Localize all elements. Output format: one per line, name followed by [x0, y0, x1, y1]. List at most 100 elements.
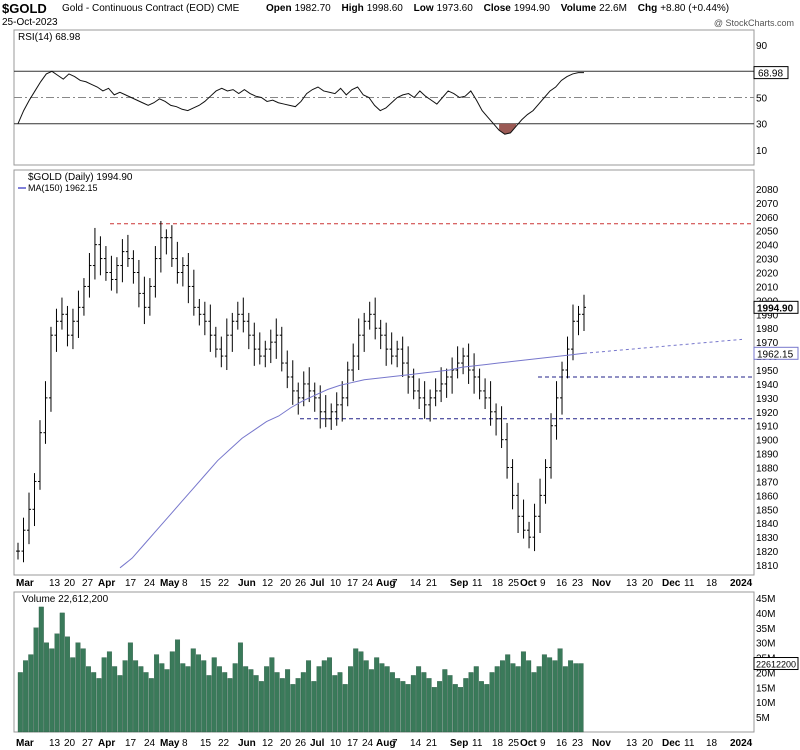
x-axis-label-price: 22 — [218, 578, 230, 589]
open-value: 1982.70 — [294, 3, 331, 14]
x-axis-label-price: Sep — [450, 578, 468, 589]
chg-label: Chg — [637, 3, 658, 14]
x-axis-label-volume: Dec — [662, 738, 681, 749]
volume-bar — [568, 660, 574, 733]
x-axis-label-volume: 23 — [572, 738, 584, 749]
volume-bar — [578, 663, 584, 733]
volume-bar — [206, 675, 212, 733]
volume-bar — [222, 672, 228, 733]
x-axis-label-volume: 20 — [642, 738, 654, 749]
volume-bar — [541, 654, 547, 733]
x-axis-label-volume: 20 — [64, 738, 76, 749]
volume-bar — [169, 651, 175, 733]
price-tick-label: 2010 — [756, 282, 779, 293]
volume-bar — [515, 666, 521, 733]
exchange-label: CME — [217, 3, 240, 14]
volume-bar — [311, 681, 317, 733]
x-axis-label-price: 23 — [572, 578, 584, 589]
x-axis-label-price: 21 — [426, 578, 438, 589]
price-tick-label: 2040 — [756, 241, 779, 252]
x-axis-label-volume: Jul — [310, 738, 325, 749]
x-axis-label-volume: 13 — [49, 738, 61, 749]
volume-tick-label: 20M — [756, 668, 775, 679]
volume-bar — [127, 642, 133, 733]
volume-bar — [437, 681, 443, 733]
close-value: 1994.90 — [513, 3, 550, 14]
price-panel: $GOLD (Daily) 1994.90 MA(150) 1962.15 18… — [13, 169, 799, 576]
x-axis-label-price: 13 — [626, 578, 638, 589]
price-tick-label: 1900 — [756, 436, 779, 447]
price-tick-label: 1830 — [756, 533, 779, 544]
volume-bar — [458, 687, 464, 733]
volume-bar — [232, 663, 238, 733]
volume-bar — [468, 672, 474, 733]
volume-bar — [285, 669, 291, 733]
volume-bar — [70, 657, 76, 733]
volume-tick-label: 5M — [756, 713, 770, 724]
low-value: 1973.60 — [436, 3, 473, 14]
volume-bar — [473, 666, 479, 733]
volume-bar — [101, 657, 107, 733]
volume-legend: Volume 22,612,200 — [22, 594, 109, 605]
volume-bar — [85, 666, 91, 733]
volume-bar — [358, 651, 364, 733]
volume-bar — [405, 684, 411, 733]
x-axis-label-price: 18 — [706, 578, 718, 589]
volume-bar — [211, 657, 217, 733]
x-axis-label-price: Jul — [310, 578, 325, 589]
volume-tick-label: 35M — [756, 624, 775, 635]
volume-bar — [185, 666, 191, 733]
volume-bar — [395, 678, 401, 733]
volume-bar — [164, 669, 170, 733]
volume-bar — [489, 672, 495, 733]
x-axis-label-volume: 20 — [280, 738, 292, 749]
x-axis-label-volume: 16 — [556, 738, 568, 749]
volume-bar — [253, 675, 259, 733]
x-axis-label-price: 16 — [556, 578, 568, 589]
volume-bar — [479, 681, 484, 733]
volume-bar — [447, 675, 453, 733]
volume-bar — [80, 648, 86, 733]
x-axis-label-price: 10 — [330, 578, 342, 589]
price-tick-label: 1910 — [756, 422, 779, 433]
ma150-projection — [583, 338, 743, 354]
x-axis-label-price: 14 — [410, 578, 422, 589]
x-axis-label-price: Oct — [520, 578, 537, 589]
volume-bar — [332, 675, 338, 733]
x-axis-label-price: 26 — [295, 578, 307, 589]
volume-bar — [190, 648, 196, 733]
x-axis-label-price: Nov — [592, 578, 611, 589]
x-axis-label-price: 24 — [144, 578, 156, 589]
x-axis-label-volume: 15 — [200, 738, 212, 749]
price-tick-label: 2070 — [756, 199, 779, 210]
volume-bar — [552, 660, 558, 733]
volume-bar — [248, 669, 254, 733]
x-axis-label-price: 11 — [472, 578, 483, 589]
price-tick-label: 1930 — [756, 394, 779, 405]
rsi-panel: RSI(14) 68.98 103050709068.98 — [13, 29, 789, 166]
rsi-tick-label: 30 — [756, 120, 768, 131]
volume-tick-label: 40M — [756, 609, 775, 620]
x-axis-label-price: 8 — [182, 578, 188, 589]
x-axis-label-volume: Sep — [450, 738, 468, 749]
volume-bar — [54, 633, 60, 733]
price-tick-label: 1880 — [756, 464, 779, 475]
volume-tick-label: 10M — [756, 698, 775, 709]
volume-bar — [342, 684, 348, 733]
price-value-tag — [753, 300, 799, 314]
volume-bar — [216, 666, 222, 733]
volume-bar — [573, 663, 579, 733]
rsi-oversold-fill — [499, 123, 517, 135]
x-axis-label-price: 24 — [362, 578, 374, 589]
volume-bar — [38, 606, 44, 733]
x-axis-label-volume: Aug — [376, 738, 395, 749]
volume-bar — [327, 657, 332, 733]
volume-tick-label: 45M — [756, 594, 775, 605]
x-axis-label-volume: 14 — [410, 738, 422, 749]
volume-bar — [484, 684, 490, 733]
ma-value-label: 1962.15 — [757, 349, 794, 360]
x-axis-label-price: 18 — [492, 578, 504, 589]
volume-bar — [143, 672, 149, 733]
x-axis-label-price: Dec — [662, 578, 681, 589]
volume-tick-label: 30M — [756, 639, 775, 650]
